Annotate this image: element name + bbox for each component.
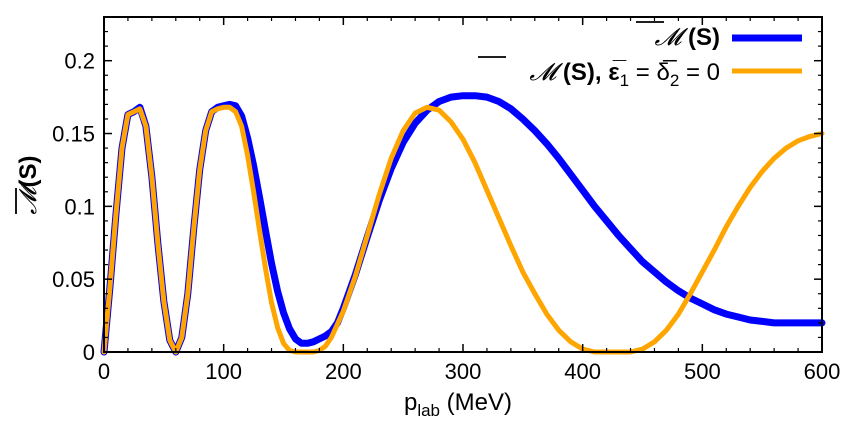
legend-entry-orange: 𝓜 (S), ε̅1 = δ̅2 = 0: [478, 56, 802, 90]
x-tick-label: 0: [98, 359, 110, 384]
y-tick-label: 0: [83, 340, 95, 365]
x-tick-label: 500: [684, 359, 721, 384]
series-layer: [100, 92, 826, 356]
x-tick-label: 100: [205, 359, 242, 384]
x-axis-title-sub: lab: [417, 401, 440, 420]
legend-rest-blue: (S): [681, 24, 720, 51]
legend-entry-blue: 𝓜 (S): [636, 21, 802, 51]
y-tick-label: 0.15: [52, 122, 95, 147]
x-tick-label: 200: [325, 359, 362, 384]
tick-layer: 0 100 200 300 400 500 600 0 0.05 0.1 0.15 0.2: [52, 17, 840, 384]
series-line-orange: [101, 104, 825, 355]
x-tick-label: 300: [445, 359, 482, 384]
x-tick-label: 400: [564, 359, 601, 384]
y-axis-title-arg: (S): [15, 156, 42, 188]
legend-sub1-orange: 1: [620, 71, 629, 90]
x-axis-title-main: p: [404, 389, 417, 416]
legend-rest-orange: (S), ε̅: [556, 59, 626, 86]
y-tick-label: 0.2: [64, 49, 95, 74]
y-tick-label: 0.05: [52, 267, 95, 292]
y-axis-title: 𝓜(S): [14, 156, 42, 215]
legend-label-orange: 𝓜 (S), ε̅1 = δ̅2 = 0: [529, 58, 720, 90]
legend-label-blue: 𝓜 (S): [654, 23, 720, 51]
y-tick-label: 0.1: [64, 194, 95, 219]
legend-sub2-orange: 2: [670, 71, 679, 90]
legend: 𝓜 (S) 𝓜 (S), ε̅1 = δ̅2 = 0: [478, 21, 802, 90]
legend-end-orange: = 0: [679, 59, 720, 86]
x-axis-title: plab (MeV): [404, 389, 512, 420]
x-axis-title-unit: (MeV): [440, 389, 512, 416]
legend-mid-orange: = δ̅: [629, 59, 677, 86]
x-tick-label: 600: [804, 359, 841, 384]
